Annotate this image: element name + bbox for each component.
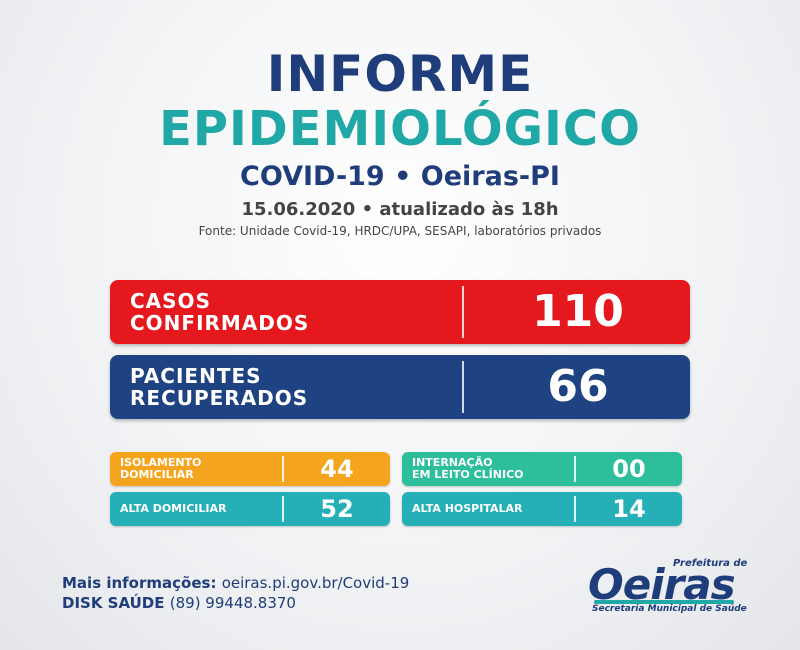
logo-name: Oeiras (588, 560, 736, 609)
confirmed-cases-card: CASOS CONFIRMADOS 110 (110, 280, 690, 344)
oeiras-logo: Prefeitura de Oeiras Secretaria Municipa… (588, 556, 748, 616)
disk-saude-phone: (89) 99448.8370 (169, 594, 296, 612)
title-epidemiologico: EPIDEMIOLÓGICO (159, 101, 641, 157)
divider (282, 456, 284, 482)
home-isolation-value: 44 (320, 455, 354, 483)
data-source: Fonte: Unidade Covid-19, HRDC/UPA, SESAP… (198, 224, 602, 238)
hospital-discharge-value: 14 (612, 495, 646, 523)
recovered-patients-card: PACIENTES RECUPERADOS 66 (110, 355, 690, 419)
more-info-line: Mais informações: oeiras.pi.gov.br/Covid… (62, 573, 409, 593)
divider (462, 361, 464, 413)
hospitalized-value: 00 (612, 455, 646, 483)
disk-saude-line: DISK SAÚDE (89) 99448.8370 (62, 593, 409, 613)
confirmed-cases-value: 110 (532, 286, 624, 337)
title-informe: INFORME (266, 45, 534, 103)
more-info-link[interactable]: oeiras.pi.gov.br/Covid-19 (221, 574, 410, 592)
recovered-patients-value: 66 (547, 361, 609, 412)
hospitalized-label: INTERNAÇÃO EM LEITO CLÍNICO (412, 456, 524, 481)
subtitle-covid-oeiras: COVID-19 • Oeiras-PI (240, 161, 560, 192)
confirmed-cases-label: CASOS CONFIRMADOS (130, 289, 310, 335)
divider (574, 456, 576, 482)
header: INFORME EPIDEMIOLÓGICO COVID-19 • Oeiras… (0, 48, 800, 240)
home-discharge-label: ALTA DOMICILIAR (120, 502, 227, 515)
home-discharge-value: 52 (320, 495, 354, 523)
logo-prefix: Prefeitura de (673, 558, 748, 569)
disk-saude-label: DISK SAÚDE (62, 594, 165, 612)
logo-wave-icon (594, 600, 734, 604)
divider (574, 496, 576, 522)
hospital-discharge-card: ALTA HOSPITALAR 14 (402, 492, 682, 526)
divider (282, 496, 284, 522)
recovered-patients-label: PACIENTES RECUPERADOS (130, 364, 309, 410)
home-isolation-card: ISOLAMENTO DOMICILIAR 44 (110, 452, 390, 486)
hospitalized-card: INTERNAÇÃO EM LEITO CLÍNICO 00 (402, 452, 682, 486)
hospital-discharge-label: ALTA HOSPITALAR (412, 502, 523, 515)
report-date: 15.06.2020 • atualizado às 18h (241, 199, 559, 220)
more-info-label: Mais informações: (62, 574, 217, 592)
home-discharge-card: ALTA DOMICILIAR 52 (110, 492, 390, 526)
footer: Mais informações: oeiras.pi.gov.br/Covid… (62, 573, 409, 613)
divider (462, 286, 464, 338)
home-isolation-label: ISOLAMENTO DOMICILIAR (120, 456, 202, 481)
logo-subtitle: Secretaria Municipal de Saúde (592, 604, 747, 614)
